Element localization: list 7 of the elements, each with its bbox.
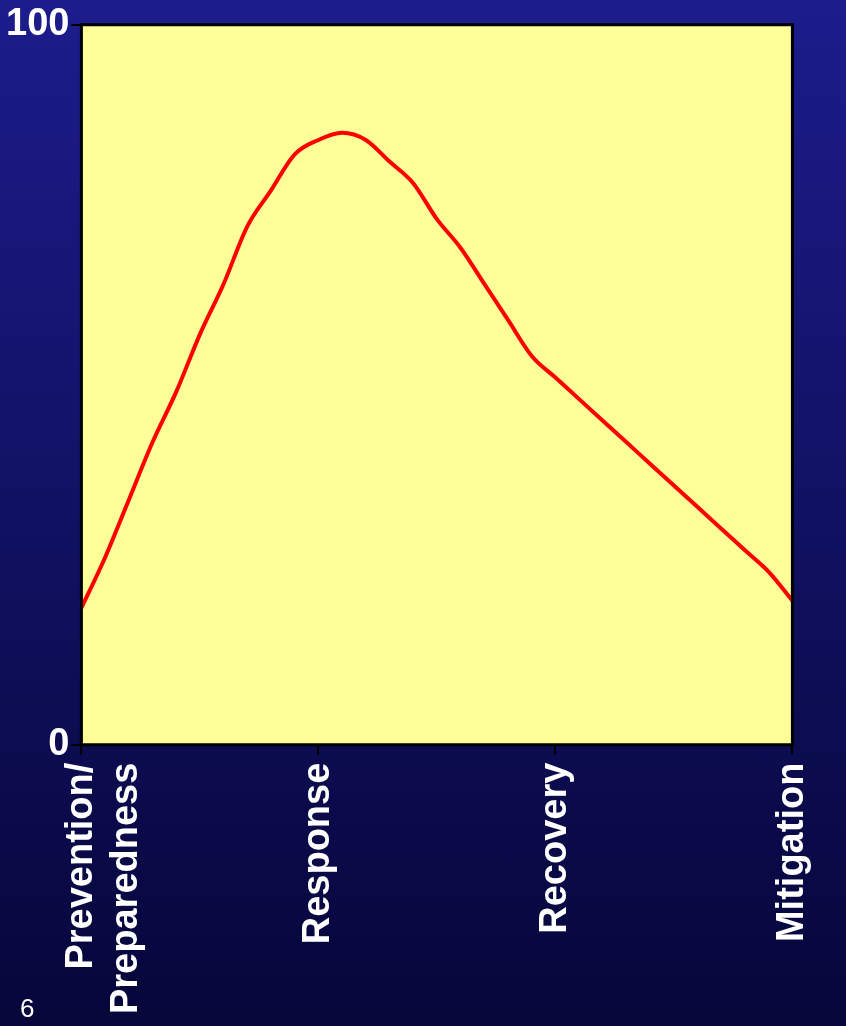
y-tick-label: 100 [6,1,70,44]
x-tick-label: Response [294,762,337,945]
x-tick-label: Prevention/ Preparedness [57,762,146,1015]
text: 6 [20,993,35,1024]
y-tick-label: 0 [48,721,70,764]
x-tick-label: Recovery [531,762,574,934]
x-tick-label: Mitigation [768,762,811,943]
